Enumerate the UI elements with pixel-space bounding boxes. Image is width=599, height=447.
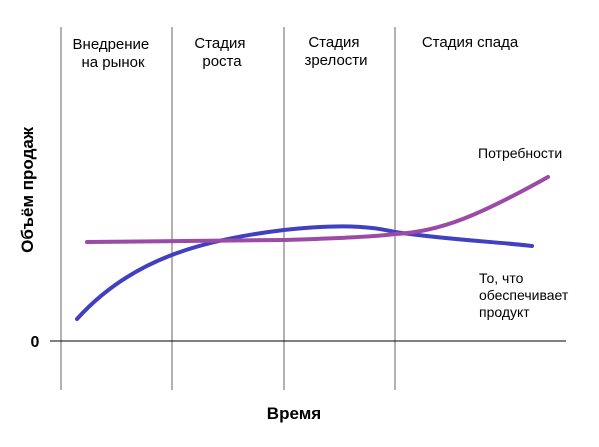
needs-curve	[85, 175, 550, 244]
stage-label-decline: Стадия спада	[422, 34, 519, 51]
stage-labels: Внедрение на рынок Стадия роста Стадия з…	[73, 34, 519, 71]
x-axis-title: Время	[267, 404, 321, 423]
stage-label-growth-line-1: Стадия	[194, 35, 245, 52]
product-label-line-3: продукт	[479, 304, 530, 320]
y-axis-title: Объём продаж	[18, 126, 37, 253]
stage-label-introduction-line-2: на рынок	[81, 54, 145, 71]
stage-label-growth: Стадия роста	[194, 35, 249, 70]
stage-dividers	[60, 27, 396, 390]
stage-label-introduction-line-1: Внедрение	[73, 36, 150, 53]
stage-label-growth-line-2: роста	[202, 53, 242, 70]
product-label-line-2: обеспечивает	[479, 287, 569, 303]
zero-label: 0	[31, 334, 40, 351]
product-label-line-1: То, что	[479, 270, 524, 286]
product-curve	[75, 224, 534, 321]
stage-label-decline-line-1: Стадия спада	[422, 34, 519, 51]
stage-label-maturity-line-2: зрелости	[304, 52, 367, 69]
stage-label-maturity: Стадия зрелости	[304, 34, 367, 69]
product-label: То, что обеспечивает продукт	[479, 270, 572, 320]
stage-label-maturity-line-1: Стадия	[308, 34, 359, 51]
needs-label: Потребности	[478, 145, 562, 161]
stage-label-introduction: Внедрение на рынок	[73, 36, 154, 71]
